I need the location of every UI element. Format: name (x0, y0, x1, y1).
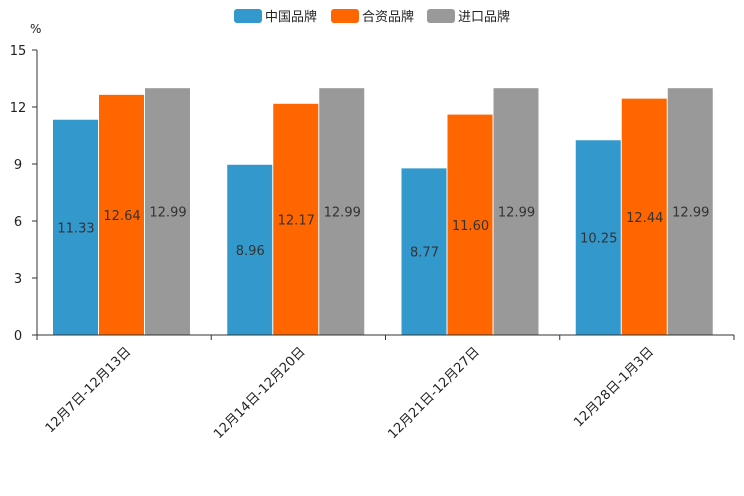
x-tick-label: 12月14日-12月20日 (211, 345, 308, 442)
bar (493, 88, 539, 335)
y-tick-label: 15 (10, 44, 27, 59)
bar (667, 88, 713, 335)
legend-label: 合资品牌 (362, 9, 414, 25)
y-tick-label: 0 (14, 329, 22, 344)
y-tick-label: 3 (14, 272, 22, 287)
bar (145, 88, 190, 335)
y-tick-label: 12 (10, 101, 27, 116)
legend-label: 进口品牌 (458, 9, 510, 25)
data-label: 12.99 (672, 206, 709, 221)
bar (273, 103, 319, 336)
x-tick-label: 12月28日-1月3日 (571, 345, 657, 431)
y-tick-label: 9 (14, 158, 22, 173)
data-label: 10.25 (580, 232, 617, 247)
y-axis: 0 3 6 9 12 15 (10, 44, 38, 344)
bars: 11.33 8.96 8.77 10.25 12.64 12.17 11.60 12.44 12… (53, 88, 713, 336)
data-label: 8.77 (410, 246, 439, 261)
y-tick-label: 6 (14, 215, 22, 230)
legend-swatch (331, 9, 359, 23)
legend-label: 中国品牌 (265, 9, 317, 25)
legend: 中国品牌 合资品牌 进口品牌 (234, 9, 510, 25)
bar (53, 119, 98, 335)
data-label: 11.60 (452, 219, 489, 234)
bar (621, 98, 667, 335)
legend-swatch (234, 9, 262, 23)
x-tick-label: 12月21日-12月27日 (385, 345, 482, 442)
bar (575, 140, 621, 335)
x-tick-label: 12月7日-12月13日 (43, 345, 135, 437)
data-label: 12.99 (149, 206, 186, 221)
bar (99, 94, 144, 335)
bar (319, 88, 365, 335)
data-label: 12.99 (324, 206, 361, 221)
data-label: 8.96 (236, 244, 265, 259)
legend-swatch (427, 9, 455, 23)
data-label: 12.99 (498, 206, 535, 221)
data-label: 12.64 (103, 209, 140, 224)
x-axis: 12月7日-12月13日 12月14日-12月20日 12月21日-12月27日 12… (36, 334, 735, 442)
bar (447, 114, 493, 335)
y-axis-unit-label: % (30, 22, 41, 36)
data-label: 12.44 (626, 211, 663, 226)
data-label: 12.17 (278, 213, 315, 228)
data-label: 11.33 (57, 221, 94, 236)
bar (401, 168, 447, 335)
bar (227, 164, 273, 335)
